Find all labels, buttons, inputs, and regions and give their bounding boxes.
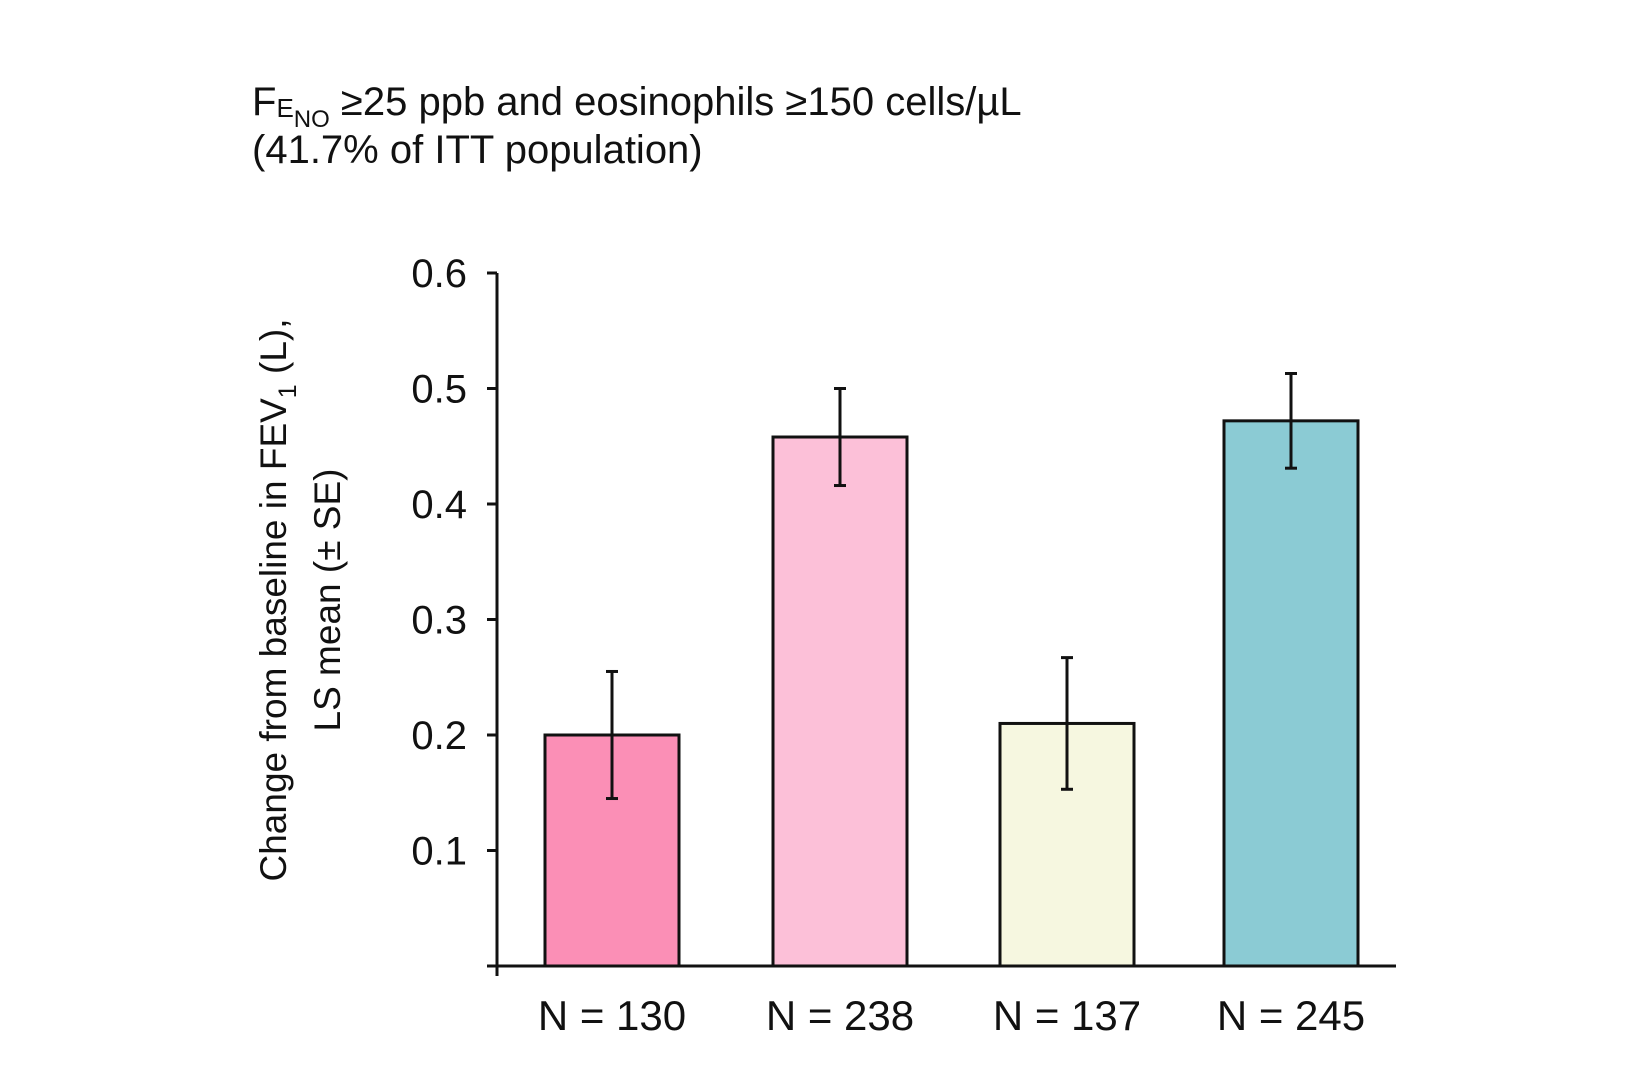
title-prefix-subscript: E — [276, 93, 294, 123]
chart-title-line-1: FENO ≥25 ppb and eosinophils ≥150 cells/… — [252, 78, 1022, 132]
y-tick-label: 0.2 — [411, 714, 467, 758]
bar-2 — [771, 435, 909, 968]
x-category-label-1: N = 130 — [538, 992, 686, 1039]
y-ticks: 0.1 0.2 0.3 0.4 0.5 0.6 — [411, 252, 497, 874]
x-category-labels: N = 130 N = 238 N = 137 N = 245 — [538, 992, 1365, 1039]
chart-title-line-2: (41.7% of ITT population) — [252, 128, 703, 172]
x-category-label-3: N = 137 — [993, 992, 1141, 1039]
y-tick-label: 0.4 — [411, 483, 467, 527]
title-line-1-text: ≥25 ppb and eosinophils ≥150 cells/µL — [329, 80, 1022, 124]
x-category-label-4: N = 245 — [1217, 992, 1365, 1039]
y-tick-label: 0.3 — [411, 599, 467, 643]
y-tick-label: 0.6 — [411, 252, 467, 296]
y-tick-label: 0.5 — [411, 368, 467, 412]
y-axis-label-line-2: LS mean (± SE) — [307, 469, 348, 732]
y-tick-label: 0.1 — [411, 830, 467, 874]
y-axis-label-line-1-main: Change from baseline in FEV — [253, 398, 294, 882]
y-axis-label-line-1: Change from baseline in FEV1 (L), — [253, 319, 302, 882]
bars — [543, 419, 1360, 968]
title-prefix: F — [252, 80, 277, 124]
y-axis-label: Change from baseline in FEV1 (L), LS mea… — [253, 319, 348, 882]
y-axis-label-subscript: 1 — [274, 384, 302, 398]
title-prefix-subscript-no: NO — [293, 106, 330, 133]
error-bars — [606, 371, 1297, 801]
chart-title: FENO ≥25 ppb and eosinophils ≥150 cells/… — [252, 78, 1022, 174]
y-axis-label-line-1-end: (L), — [253, 319, 294, 385]
bar-4 — [1222, 419, 1360, 968]
x-category-label-2: N = 238 — [766, 992, 914, 1039]
